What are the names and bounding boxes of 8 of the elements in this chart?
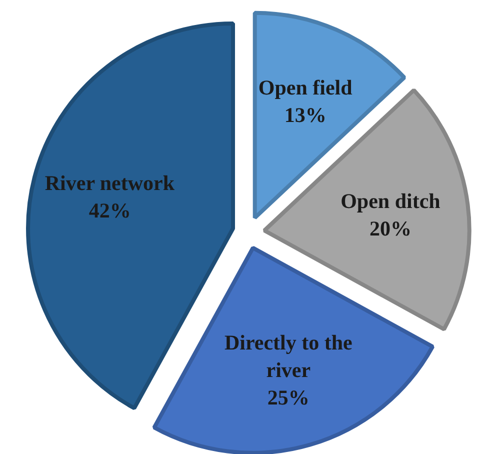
slice-label: River network xyxy=(44,171,175,196)
data-label: 13% xyxy=(284,102,326,127)
slice-label: Open field xyxy=(258,75,353,100)
data-label: 42% xyxy=(88,198,131,223)
slice-label: Directly to the river xyxy=(224,330,352,382)
data-label: 20% xyxy=(369,216,412,240)
data-label: 25% xyxy=(267,386,310,410)
slice-label: Open ditch xyxy=(340,188,441,213)
